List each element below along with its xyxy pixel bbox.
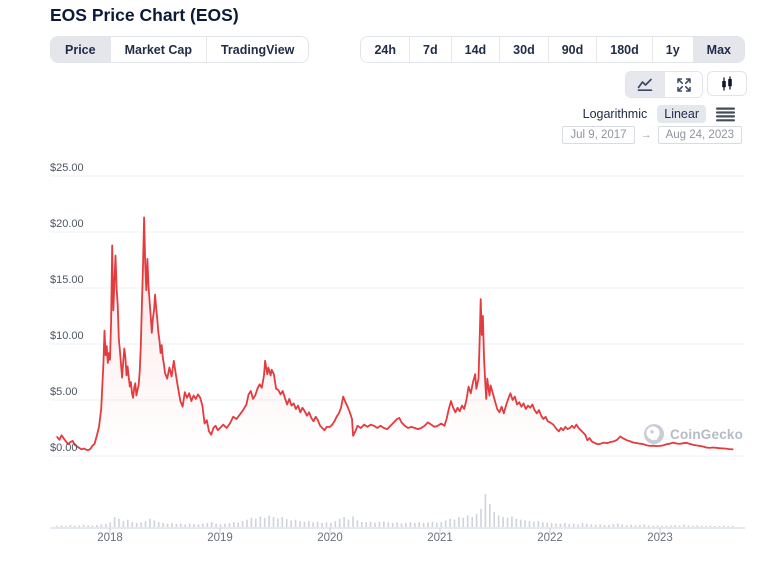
linear-option[interactable]: Linear	[657, 105, 706, 123]
range-90d[interactable]: 90d	[548, 37, 598, 62]
y-axis-label: $15.00	[50, 274, 84, 286]
tab-price[interactable]: Price	[51, 37, 111, 62]
logarithmic-option[interactable]: Logarithmic	[582, 107, 648, 121]
date-range: Jul 9, 2017 → Aug 24, 2023	[562, 126, 742, 144]
range-30d[interactable]: 30d	[500, 37, 549, 62]
x-axis-label: 2022	[537, 532, 563, 544]
range-max[interactable]: Max	[693, 37, 744, 62]
line-chart-icon	[637, 78, 653, 91]
chart-type-bar	[625, 71, 747, 98]
chart-type-group	[625, 71, 703, 98]
candlestick-icon	[722, 76, 732, 90]
fullscreen-button[interactable]	[664, 72, 702, 97]
x-axis-label: 2018	[97, 532, 123, 544]
tab-tradingview[interactable]: TradingView	[206, 37, 309, 62]
watermark-text: CoinGecko	[670, 426, 744, 442]
coingecko-watermark: CoinGecko	[643, 423, 743, 445]
x-axis-label: 2023	[647, 532, 673, 544]
x-axis-label: 2020	[317, 532, 343, 544]
y-axis-label: $25.00	[50, 162, 84, 174]
candlestick-button[interactable]	[707, 71, 747, 96]
range-24h[interactable]: 24h	[361, 37, 411, 62]
scale-toggle: Logarithmic Linear	[583, 105, 735, 123]
tab-market-cap[interactable]: Market Cap	[110, 37, 207, 62]
range-toggle: 24h 7d 14d 30d 90d 180d 1y Max	[360, 36, 745, 63]
x-axis-label: 2019	[207, 532, 233, 544]
line-chart-button[interactable]	[626, 72, 664, 97]
y-axis-label: $10.00	[50, 330, 84, 342]
range-1y[interactable]: 1y	[652, 37, 694, 62]
range-180d[interactable]: 180d	[597, 37, 653, 62]
date-from-input[interactable]: Jul 9, 2017	[562, 126, 635, 144]
y-axis-label: $20.00	[50, 218, 84, 230]
coingecko-logo-icon	[644, 424, 664, 444]
y-axis-label: $0.00	[50, 442, 78, 454]
y-axis-label: $5.00	[50, 386, 78, 398]
menu-icon[interactable]	[716, 107, 735, 122]
range-7d[interactable]: 7d	[410, 37, 452, 62]
expand-icon	[676, 77, 691, 92]
date-range-arrow: →	[640, 129, 652, 141]
date-to-input[interactable]: Aug 24, 2023	[657, 126, 742, 144]
metric-toggle: Price Market Cap TradingView	[50, 36, 310, 63]
x-axis-label: 2021	[427, 532, 453, 544]
page-title: EOS Price Chart (EOS)	[50, 5, 239, 25]
range-14d[interactable]: 14d	[451, 37, 501, 62]
